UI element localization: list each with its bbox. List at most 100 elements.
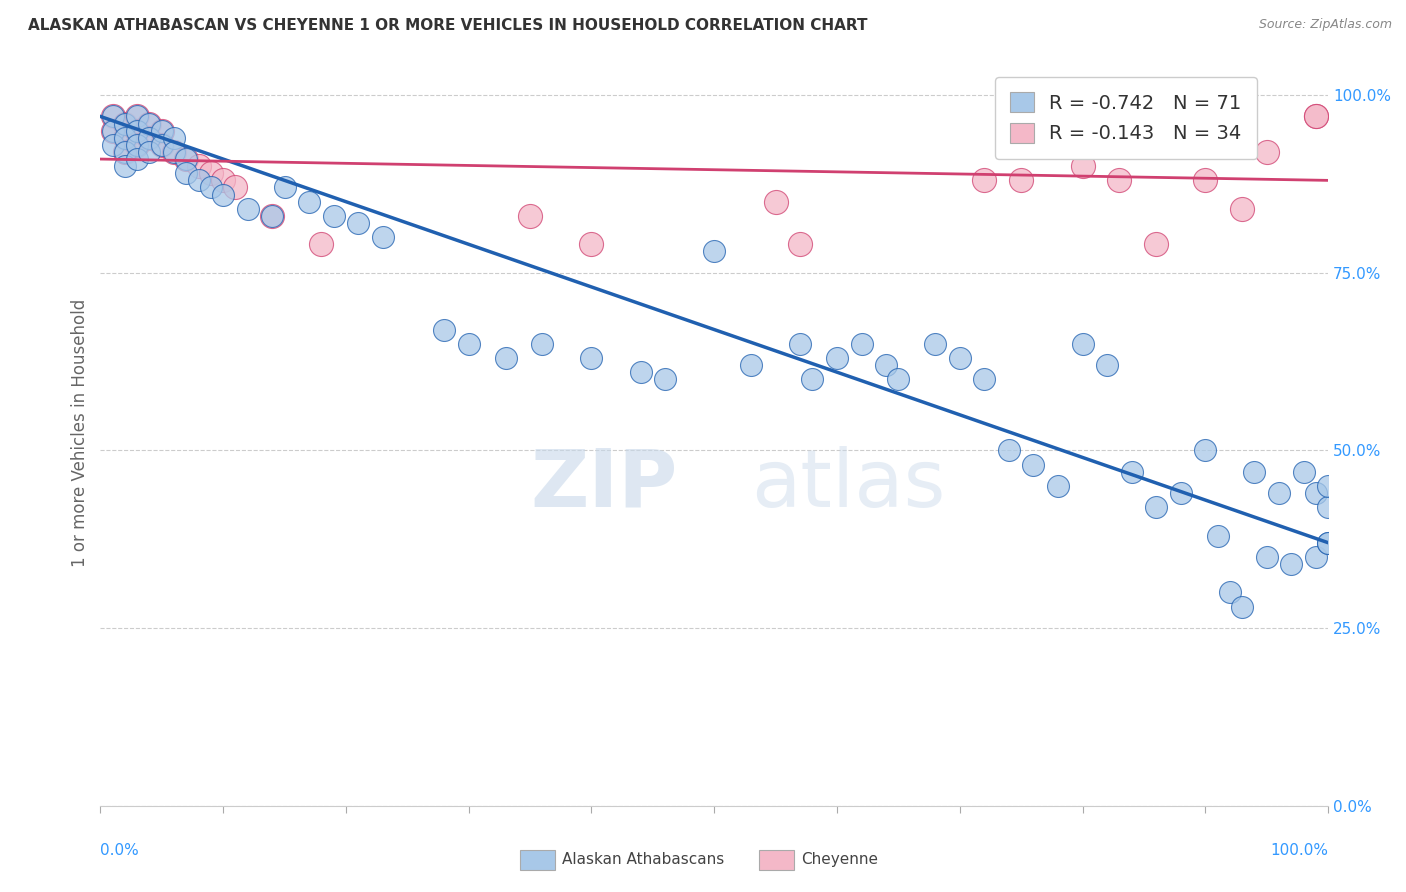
Point (1305, 549, 1327, 564)
Point (1022, 458, 1045, 472)
Point (1010, 173, 1032, 187)
Point (371, 230, 394, 244)
Point (138, 130, 160, 145)
Point (998, 443, 1021, 458)
Point (127, 137, 149, 152)
Point (1219, 585, 1241, 599)
Point (187, 159, 209, 173)
Point (176, 166, 198, 180)
Point (114, 130, 136, 145)
Point (101, 123, 124, 137)
Point (1317, 500, 1340, 515)
Point (801, 372, 824, 386)
Point (150, 123, 173, 137)
Point (1047, 479, 1070, 493)
Point (654, 372, 676, 386)
Point (127, 123, 149, 137)
Point (163, 130, 186, 145)
Point (1317, 479, 1340, 493)
Point (1268, 486, 1291, 500)
Point (176, 152, 198, 166)
Text: Source: ZipAtlas.com: Source: ZipAtlas.com (1258, 18, 1392, 31)
Point (789, 336, 811, 351)
Point (457, 336, 479, 351)
Point (1305, 486, 1327, 500)
Point (973, 372, 995, 386)
Point (875, 358, 897, 372)
Point (1317, 535, 1340, 549)
Text: 0.0%: 0.0% (100, 843, 139, 858)
Point (1071, 159, 1094, 173)
Point (1305, 110, 1327, 124)
Point (347, 216, 370, 230)
Text: ALASKAN ATHABASCAN VS CHEYENNE 1 OR MORE VEHICLES IN HOUSEHOLD CORRELATION CHART: ALASKAN ATHABASCAN VS CHEYENNE 1 OR MORE… (28, 18, 868, 33)
Point (298, 194, 321, 209)
Point (262, 209, 284, 223)
Point (1121, 465, 1143, 479)
Point (519, 209, 541, 223)
Point (949, 351, 972, 365)
Point (1144, 237, 1167, 252)
Point (1279, 557, 1302, 571)
Point (176, 152, 198, 166)
Text: 100.0%: 100.0% (1270, 843, 1329, 858)
Point (740, 358, 762, 372)
Point (138, 116, 160, 130)
Point (851, 336, 873, 351)
Point (495, 351, 517, 365)
Text: atlas: atlas (751, 446, 945, 524)
Point (150, 123, 173, 137)
Point (138, 116, 160, 130)
Point (1071, 336, 1094, 351)
Point (101, 137, 124, 152)
Point (114, 145, 136, 159)
Point (1230, 202, 1253, 216)
Point (224, 180, 246, 194)
Point (581, 351, 603, 365)
Point (114, 145, 136, 159)
Legend: R = -0.742   N = 71, R = -0.143   N = 34: R = -0.742 N = 71, R = -0.143 N = 34 (995, 77, 1257, 159)
Point (630, 365, 652, 379)
Point (924, 336, 946, 351)
Point (114, 130, 136, 145)
Point (150, 137, 173, 152)
Point (1170, 486, 1192, 500)
Point (150, 137, 173, 152)
Point (236, 202, 259, 216)
Point (433, 322, 456, 336)
Point (127, 110, 149, 124)
Point (1108, 173, 1130, 187)
Point (212, 173, 235, 187)
Point (531, 336, 554, 351)
Point (101, 110, 124, 124)
Point (581, 237, 603, 252)
Y-axis label: 1 or more Vehicles in Household: 1 or more Vehicles in Household (72, 299, 89, 566)
Point (200, 180, 222, 194)
Point (1230, 599, 1253, 614)
Point (789, 237, 811, 252)
Point (163, 145, 186, 159)
Text: ZIP: ZIP (530, 446, 678, 524)
Point (973, 173, 995, 187)
Point (262, 209, 284, 223)
Point (825, 351, 848, 365)
Point (200, 166, 222, 180)
Point (114, 116, 136, 130)
Point (187, 173, 209, 187)
Point (127, 137, 149, 152)
Text: Cheyenne: Cheyenne (801, 853, 879, 867)
Point (1256, 549, 1278, 564)
Point (887, 372, 910, 386)
Point (1095, 358, 1118, 372)
Point (1194, 443, 1216, 458)
Point (322, 209, 344, 223)
Point (1243, 465, 1265, 479)
Point (101, 123, 124, 137)
Point (127, 152, 149, 166)
Point (765, 194, 787, 209)
Point (101, 110, 124, 124)
Point (311, 237, 333, 252)
Point (163, 145, 186, 159)
Point (1206, 528, 1229, 542)
Point (1292, 465, 1315, 479)
